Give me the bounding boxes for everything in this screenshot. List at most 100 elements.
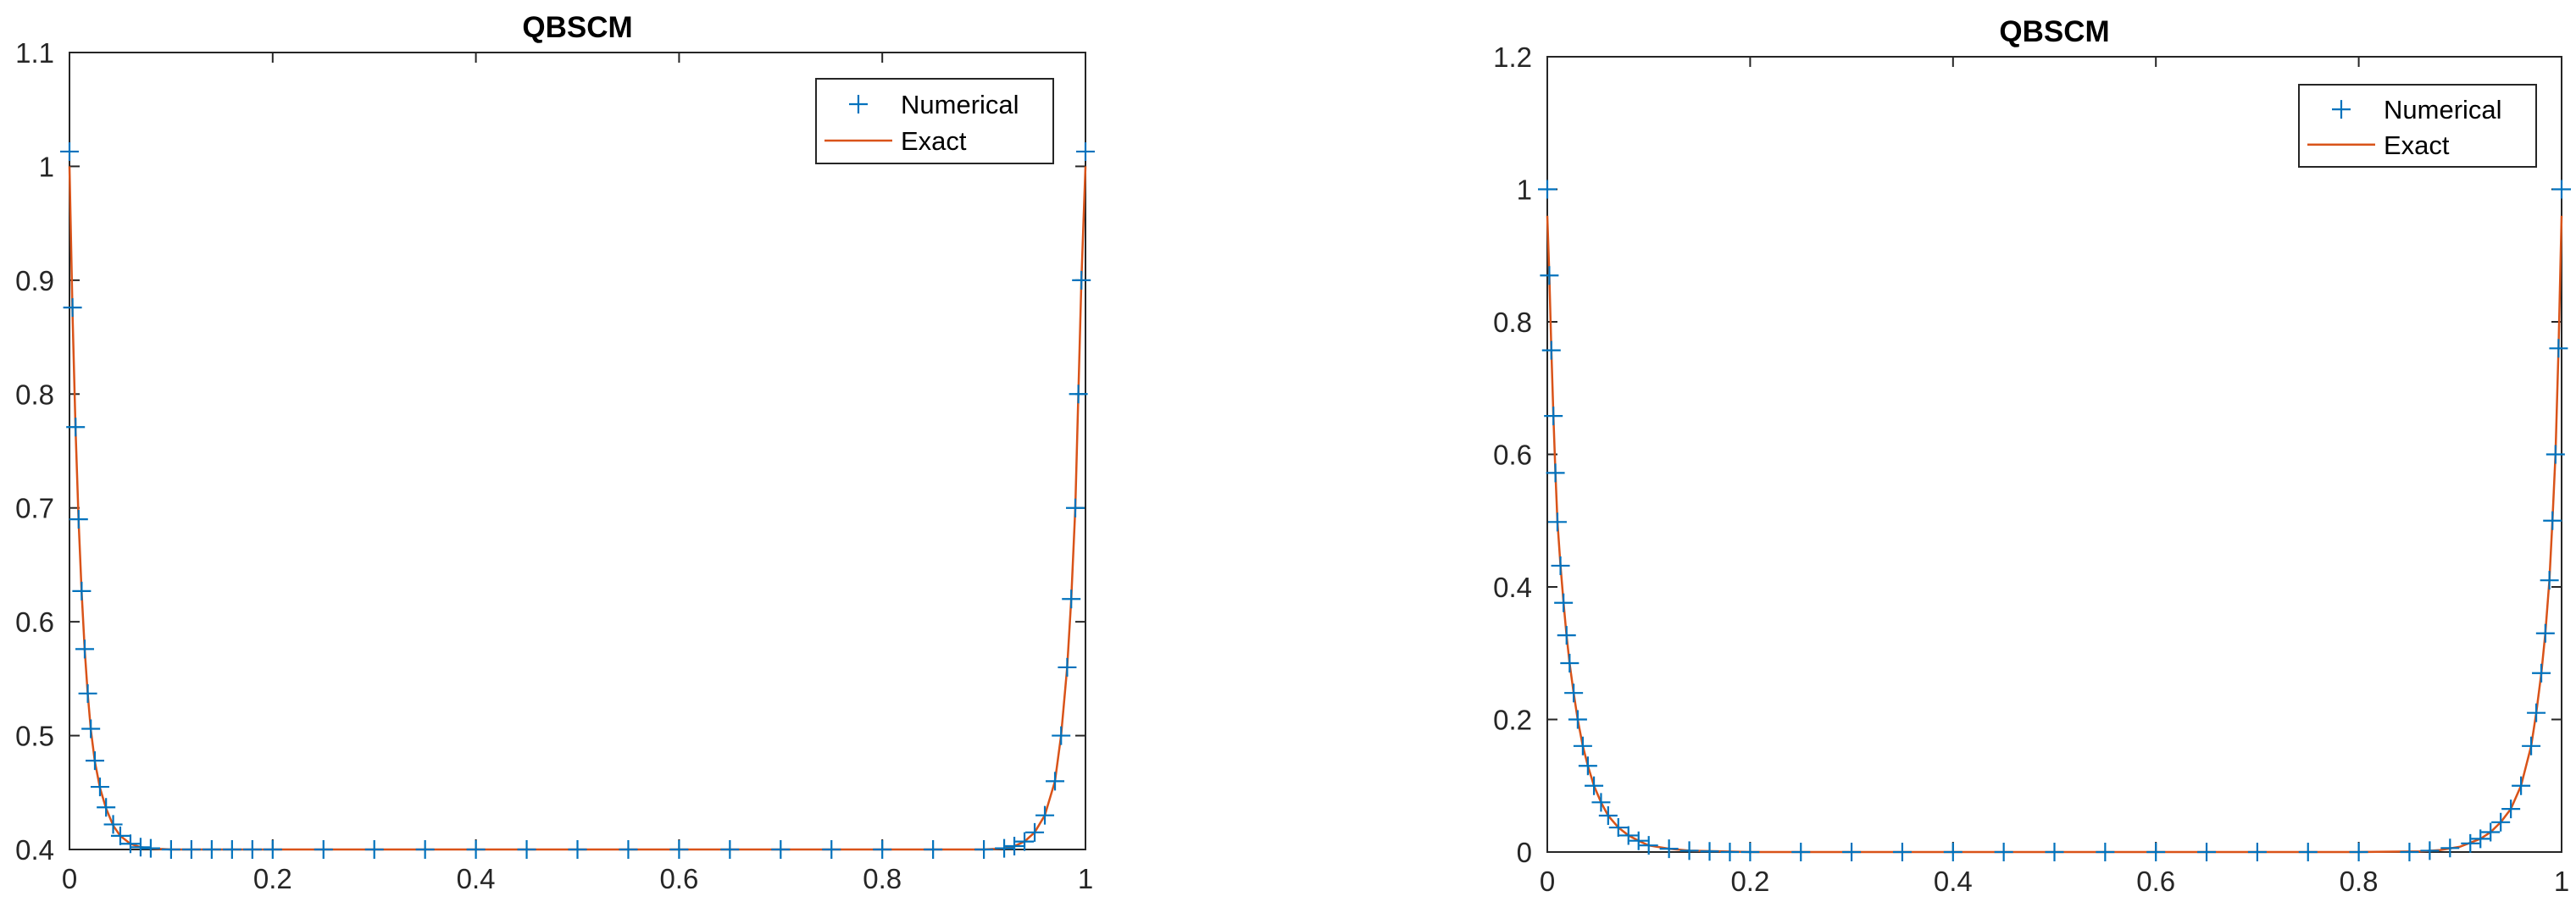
data-point-numerical <box>1546 463 1565 483</box>
data-point-numerical <box>63 298 82 318</box>
y-tick-label: 1.1 <box>15 37 54 69</box>
data-point-numerical <box>1035 805 1055 825</box>
x-tick-label: 0.6 <box>659 863 698 894</box>
data-point-numerical <box>1892 843 1912 861</box>
data-point-numerical <box>2197 843 2217 861</box>
x-tick-label: 1 <box>1078 863 1093 894</box>
data-point-numerical <box>2512 776 2531 795</box>
data-point-numerical <box>2545 445 2565 464</box>
data-point-numerical <box>2096 843 2115 861</box>
data-point-numerical <box>222 840 242 859</box>
data-point-numerical <box>1659 839 1679 859</box>
data-point-numerical <box>66 418 86 437</box>
data-point-numerical <box>1585 776 1604 795</box>
data-point-numerical <box>1578 756 1597 776</box>
data-point-numerical <box>69 510 88 529</box>
data-point-numerical <box>181 840 201 859</box>
data-point-numerical <box>822 840 841 859</box>
data-point-numerical <box>1066 498 1085 517</box>
data-point-numerical <box>141 838 160 858</box>
data-point-numerical <box>2543 511 2562 530</box>
data-point-numerical <box>1629 831 1648 850</box>
legend-label-numerical: Numerical <box>2384 95 2502 125</box>
data-point-numerical <box>242 840 262 859</box>
data-point-numerical <box>2540 571 2559 590</box>
data-point-numerical <box>1557 626 1576 645</box>
data-point-numerical <box>60 141 79 161</box>
data-point-numerical <box>1554 593 1574 612</box>
data-point-numerical <box>1052 726 1071 745</box>
data-point-numerical <box>81 719 101 739</box>
data-point-numerical <box>2481 822 2501 842</box>
data-point-numerical <box>669 840 689 859</box>
y-tick-label: 0.8 <box>1493 307 1532 338</box>
x-tick-label: 0 <box>1540 866 1555 897</box>
y-tick-label: 1.2 <box>1493 42 1532 73</box>
data-point-numerical <box>2535 623 2555 643</box>
data-point-numerical <box>78 683 97 703</box>
plot-area <box>1546 56 2562 853</box>
data-point-numerical <box>1842 843 1862 861</box>
y-tick-label: 0.6 <box>1493 440 1532 471</box>
x-tick-label: 1 <box>2554 866 2569 897</box>
data-point-numerical <box>2298 843 2318 861</box>
data-point-numerical <box>161 840 180 859</box>
y-tick-label: 0.7 <box>15 493 54 524</box>
data-point-numerical <box>1541 340 1561 360</box>
x-tick-label: 0.6 <box>2136 866 2175 897</box>
y-tick-label: 1 <box>1517 174 1532 206</box>
data-point-numerical <box>90 777 109 797</box>
series-numerical <box>60 141 1095 859</box>
data-point-numerical <box>1608 818 1628 838</box>
x-tick-label: 0.2 <box>253 863 292 894</box>
data-point-numerical <box>2247 843 2267 861</box>
legend-marker-numerical <box>849 95 868 113</box>
x-tick-label: 0.2 <box>1730 866 1769 897</box>
data-point-numerical <box>2522 736 2541 755</box>
data-point-numerical <box>1591 793 1611 812</box>
data-point-numerical <box>1720 843 1740 861</box>
data-point-numerical <box>720 840 740 859</box>
data-point-numerical <box>72 581 92 600</box>
legend-box <box>815 78 1054 164</box>
y-tick-label: 0.8 <box>15 379 54 410</box>
data-point-numerical <box>1538 180 1557 199</box>
data-point-numerical <box>1791 843 1811 861</box>
data-point-numerical <box>771 840 791 859</box>
data-point-numerical <box>1025 822 1045 842</box>
data-point-numerical <box>974 840 994 859</box>
x-tick-label: 0.4 <box>1934 866 1973 897</box>
data-point-numerical <box>1076 141 1095 161</box>
data-point-numerical <box>2440 838 2460 858</box>
data-point-numerical <box>2146 843 2166 861</box>
data-point-numerical <box>1943 843 1963 861</box>
data-point-numerical <box>1062 589 1081 609</box>
y-tick-label: 0.9 <box>15 265 54 296</box>
plot-area <box>69 52 1086 850</box>
data-point-numerical <box>1005 836 1024 855</box>
data-point-numerical <box>1015 832 1035 851</box>
data-point-numerical <box>873 840 892 859</box>
data-point-numerical <box>314 840 333 859</box>
legend-label-numerical: Numerical <box>901 90 1019 119</box>
y-tick-label: 0.5 <box>15 721 54 752</box>
data-point-numerical <box>1740 843 1760 861</box>
chart-title: QBSCM <box>1999 15 2109 48</box>
legend-box <box>2298 84 2537 168</box>
data-point-numerical <box>1564 683 1584 703</box>
data-point-numerical <box>1639 836 1658 855</box>
y-tick-label: 0.2 <box>1493 705 1532 736</box>
data-point-numerical <box>1679 841 1699 860</box>
y-tick-label: 0.6 <box>15 606 54 638</box>
data-point-numerical <box>415 840 435 859</box>
data-point-numerical <box>1058 657 1077 677</box>
chart-panel-1: 0 0.2 0.4 0.6 0.8 1 0.4 0.5 0.6 0.7 0.8 0.9 1 1.1 QBSC… <box>15 11 1095 894</box>
data-point-numerical <box>568 840 587 859</box>
data-point-numerical <box>1544 407 1563 426</box>
data-point-numerical <box>2471 829 2490 849</box>
data-point-numerical <box>75 639 94 659</box>
data-point-numerical <box>2549 339 2568 358</box>
data-point-numerical <box>2527 703 2546 722</box>
